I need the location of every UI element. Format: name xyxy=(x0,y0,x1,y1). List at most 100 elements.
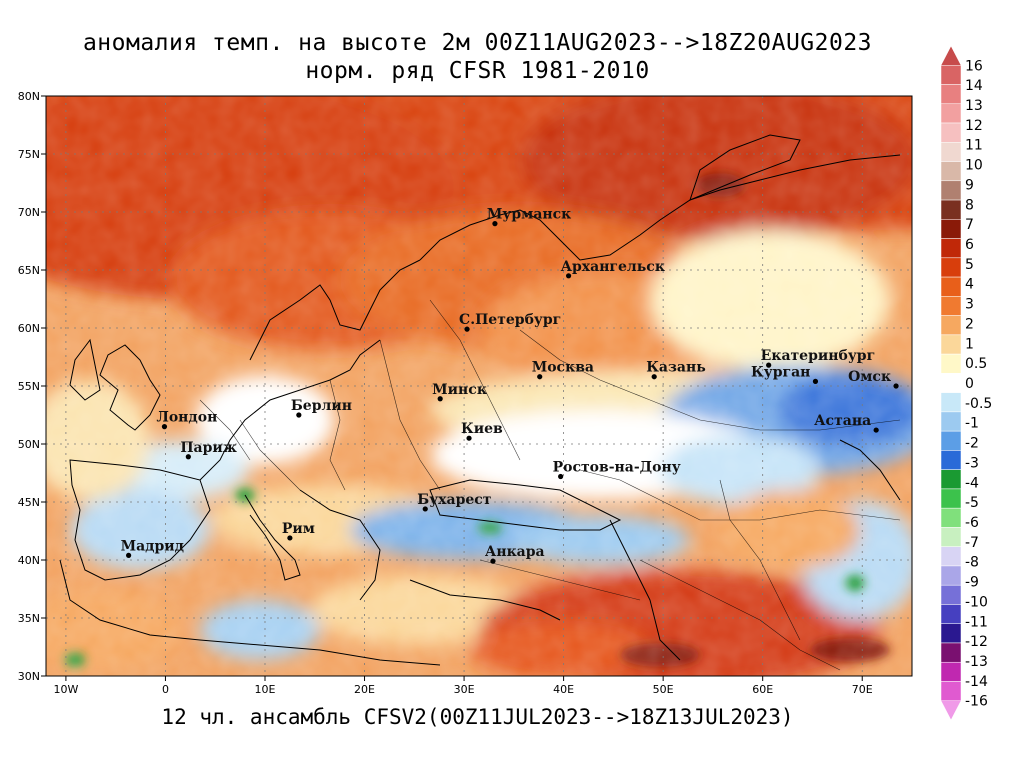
colorbar-cell xyxy=(940,219,962,239)
lon-tick-label: 0 xyxy=(162,683,169,696)
colorbar-cell xyxy=(940,45,962,66)
colorbar-label: -2 xyxy=(965,436,979,452)
ensemble-footer: 12 чл. ансамбль CFSV2(00Z11JUL2023-->18Z… xyxy=(161,705,794,729)
colorbar-label: -6 xyxy=(965,515,979,531)
lat-tick-label: 50N xyxy=(18,438,40,451)
city-dot xyxy=(466,435,472,441)
colorbar-cell xyxy=(940,411,962,432)
lon-tick-label: 50E xyxy=(653,683,674,696)
city-label: Мадрид xyxy=(121,538,184,554)
lat-lon-grid xyxy=(46,96,912,676)
colorbar-label: 2 xyxy=(965,316,974,332)
colorbar-cell xyxy=(940,450,962,470)
colorbar-cell xyxy=(940,122,962,143)
city-label: Астана xyxy=(814,413,871,429)
city-label: Мурманск xyxy=(487,207,571,223)
colorbar-cell xyxy=(940,296,962,316)
city-label: Анкара xyxy=(485,544,545,560)
colorbar-label: 3 xyxy=(965,297,974,313)
lat-tick-label: 30N xyxy=(18,670,40,683)
city-dot xyxy=(437,396,443,402)
colorbar-cell xyxy=(940,276,962,297)
city-label: Минск xyxy=(432,382,487,398)
colorbar-label: -1 xyxy=(965,416,979,432)
city-label: Архангельск xyxy=(561,259,665,275)
colorbar-cell xyxy=(940,65,962,85)
city-label: Ростов-на-Дону xyxy=(553,459,681,475)
colorbar-label: -13 xyxy=(965,654,988,670)
lat-tick-label: 35N xyxy=(18,612,40,625)
city-label: Москва xyxy=(532,360,594,376)
colorbar-label: 8 xyxy=(965,197,974,213)
colorbar-cell xyxy=(940,565,962,586)
colorbar-label: -7 xyxy=(965,535,979,551)
city-dot xyxy=(422,506,428,512)
colorbar-cell xyxy=(940,142,962,162)
colorbar-cell xyxy=(940,199,962,220)
city-dot xyxy=(766,362,772,368)
city-dot xyxy=(296,412,302,418)
lon-tick-label: 60E xyxy=(752,683,773,696)
chart-title: аномалия темп. на высоте 2м 00Z11AUG2023… xyxy=(82,30,873,56)
colorbar-cell xyxy=(940,623,962,644)
colorbar-cell xyxy=(940,469,962,490)
colorbar-label: 11 xyxy=(965,138,983,154)
colorbar-cell xyxy=(940,430,962,451)
colorbar-cell xyxy=(940,584,962,605)
city-label: Бухарест xyxy=(417,492,492,508)
colorbar-label: -8 xyxy=(965,555,979,571)
city-dot xyxy=(558,473,564,480)
lat-tick-label: 80N xyxy=(18,90,40,103)
colorbar-label: -10 xyxy=(965,594,988,610)
city-label: Курган xyxy=(751,364,810,380)
colorbar-label: 9 xyxy=(965,177,974,193)
colorbar-label: 14 xyxy=(965,78,983,94)
colorbar-cell xyxy=(940,507,962,528)
colorbar-label: -4 xyxy=(965,475,979,491)
lat-tick-label: 55N xyxy=(18,380,40,393)
city-dot xyxy=(492,221,498,227)
city-dot xyxy=(287,535,293,541)
lat-tick-label: 75N xyxy=(18,148,40,161)
lat-tick-label: 60N xyxy=(18,322,40,335)
country-borders xyxy=(199,299,901,671)
colorbar-cell xyxy=(940,700,962,721)
city-dot xyxy=(537,374,543,380)
coastlines xyxy=(59,134,901,666)
colorbar-cell xyxy=(940,681,962,701)
colorbar-cell xyxy=(940,161,962,182)
colorbar-cell xyxy=(940,488,962,509)
colorbar-cell xyxy=(940,84,962,105)
city-dot xyxy=(185,454,191,460)
city-label: С.Петербург xyxy=(459,312,561,328)
lon-tick-label: 20E xyxy=(354,683,375,696)
lon-tick-label: 30E xyxy=(454,683,475,696)
colorbar-label: -0.5 xyxy=(965,396,992,412)
city-dot xyxy=(651,374,657,380)
lon-tick-label: 40E xyxy=(553,683,574,696)
city-dot xyxy=(126,552,132,558)
colorbar-cell xyxy=(940,180,962,201)
colorbar-cell xyxy=(940,392,962,413)
city-dot xyxy=(464,326,470,332)
colorbar-label: 12 xyxy=(965,118,983,134)
colorbar-label: -16 xyxy=(965,694,988,710)
colorbar-label: -12 xyxy=(965,634,988,650)
colorbar-cell xyxy=(940,353,962,374)
anomaly-field xyxy=(46,96,912,676)
colorbar-cell xyxy=(940,103,962,124)
colorbar-label: 16 xyxy=(965,58,983,74)
colorbar-label: 0 xyxy=(965,376,974,392)
colorbar-label: -11 xyxy=(965,614,988,630)
lat-tick-label: 45N xyxy=(18,496,40,509)
city-dot xyxy=(812,378,819,384)
colorbar-label: -9 xyxy=(965,575,979,591)
city-label: Екатеринбург xyxy=(761,348,876,364)
colorbar-label: 13 xyxy=(965,98,983,114)
colorbar-label: -5 xyxy=(965,495,979,511)
colorbar-label: 5 xyxy=(965,257,974,273)
colorbar-cell xyxy=(940,373,962,393)
colorbar-cell xyxy=(940,315,962,336)
city-label: Лондон xyxy=(156,410,217,426)
